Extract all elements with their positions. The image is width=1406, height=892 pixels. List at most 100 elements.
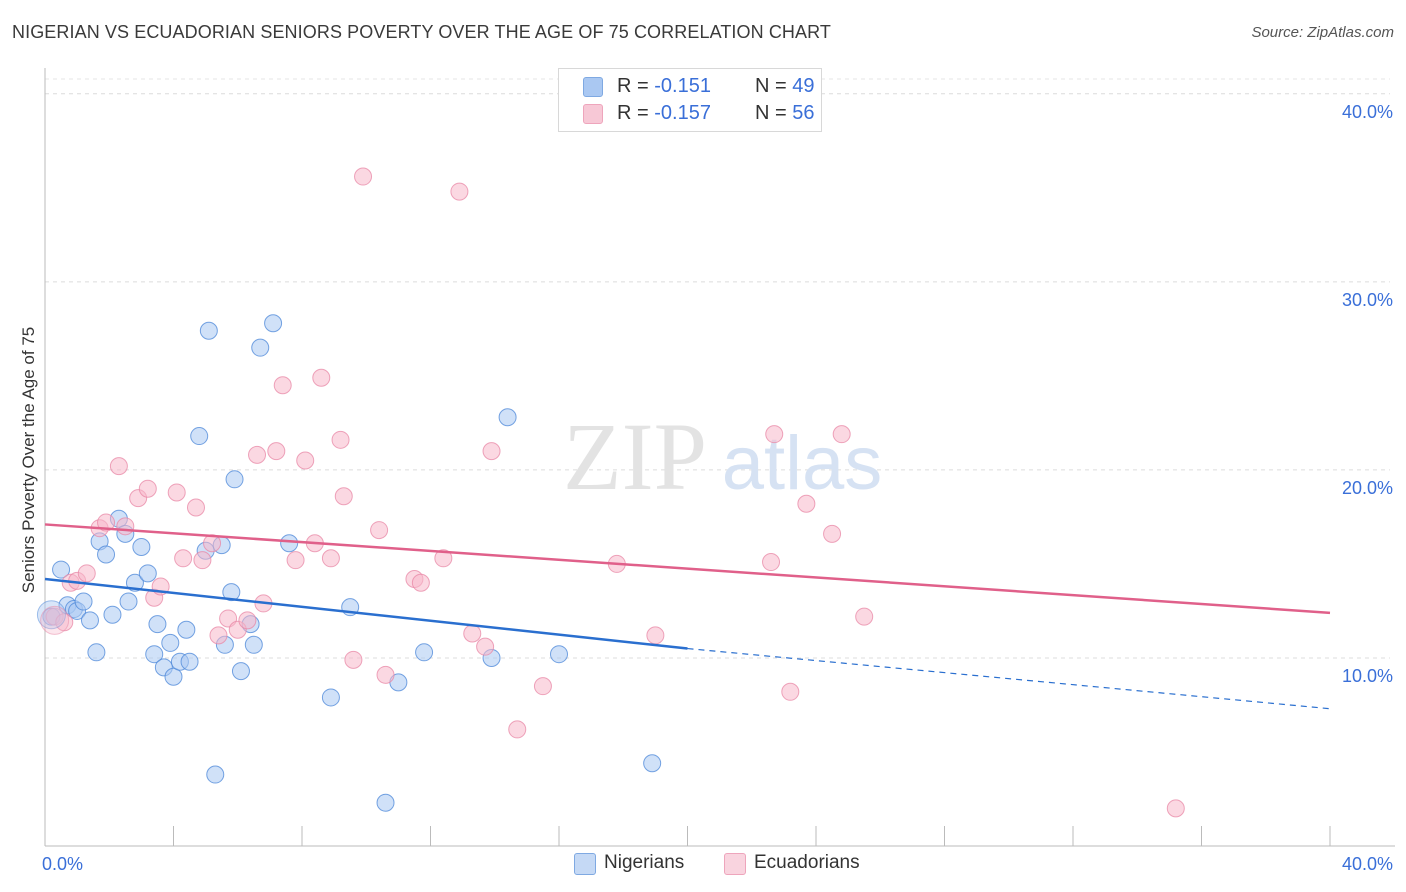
source-label: Source: ZipAtlas.com [1251,24,1394,41]
ecuadorians-point-39 [434,549,453,568]
ecuadorians-point-15 [186,498,205,517]
nigerians-point-25 [190,427,209,446]
watermark-atlas: atlas [722,421,883,506]
nigerians-point-24 [180,652,199,671]
legend-r-ecuadorians: R = -0.157 [617,102,711,124]
x-tick-label-0: 0.0% [42,854,83,874]
ecuadorians-trend-line [44,523,1331,615]
ecuadorians-point-41 [463,624,482,643]
bottom-nigerians-swatch [574,853,596,875]
nigerians-point-43 [415,643,434,662]
ecuadorians-point-8 [116,517,135,536]
ecuadorians-point-48 [762,553,781,572]
nigerians-point-32 [225,470,244,489]
ecuadorians-point-22 [248,445,267,464]
correlation-legend: R = -0.151 N = 49 R = -0.157 N = 56 [558,68,822,132]
nigerians-point-16 [138,564,157,583]
nigerians-point-41 [376,793,395,812]
y-tick-label-1: 20.0% [1342,478,1393,498]
ecuadorians-point-24 [267,442,286,461]
nigerians-point-14 [125,573,144,592]
ecuadorians-point-35 [370,521,389,540]
nigerians-point-46 [550,645,568,664]
ecuadorians-point-40 [450,182,469,201]
nigerians-point-37 [264,314,283,333]
nigerians-point-6 [80,611,99,630]
ecuadorians-point-13 [167,483,186,502]
ecuadorians-point-7 [109,457,128,476]
ecuadorians-point-34 [354,167,373,186]
ecuadorians-cluster-point [40,605,70,635]
y-axis-label: Seniors Poverty Over the Age of 75 [19,327,38,593]
bottom-ecuadorians-swatch [724,853,746,875]
ecuadorians-point-43 [482,442,501,461]
nigerians-point-23 [177,620,196,639]
ecuadorians-point-54 [855,607,874,626]
ecuadorians-point-47 [646,626,665,645]
nigerians-trend-line [44,577,688,650]
ecuadorians-point-38 [411,573,430,592]
legend-r-nigerians: R = -0.151 [617,75,711,97]
bottom-nigerians-label: Nigerians [604,852,685,873]
nigerians-point-21 [164,667,183,686]
nigerians-point-10 [103,605,122,624]
ecuadorians-point-33 [344,650,363,669]
ecuadorians-point-16 [193,551,212,570]
ecuadorians-point-31 [331,430,350,449]
ecuadorians-point-14 [174,549,193,568]
nigerians-point-31 [222,583,241,602]
nigerians-trend-extension [687,647,1331,710]
x-tick-label-1: 40.0% [1342,854,1393,874]
nigerians-point-7 [87,643,106,662]
ecuadorians-point-44 [508,720,527,739]
nigerians-cluster-point [36,600,66,630]
ecuadorians-point-45 [533,677,552,696]
watermark-zip: ZIP [563,403,707,510]
y-tick-label-3: 40.0% [1342,102,1393,122]
ecuadorians-point-29 [312,368,331,387]
ecuadorians-point-18 [209,626,228,645]
nigerians-point-17 [145,645,164,664]
ecuadorians-point-27 [296,451,315,470]
nigerians-point-47 [643,754,662,773]
ecuadorians-point-52 [823,524,842,543]
legend-n-ecuadorians: N = 56 [755,102,815,124]
ecuadorians-point-21 [238,611,257,630]
ecuadorians-point-50 [781,682,800,701]
ecuadorians-point-42 [476,637,495,656]
nigerians-point-15 [132,538,151,557]
y-tick-label-2: 30.0% [1342,290,1393,310]
nigerians-point-39 [321,688,340,707]
ecuadorians-point-25 [273,376,292,395]
nigerians-point-38 [280,534,299,553]
ecuadorians-point-51 [797,494,816,513]
y-tick-label-0: 10.0% [1342,666,1393,686]
nigerians-point-1 [52,560,71,579]
nigerians-point-28 [206,765,225,784]
ecuadorians-point-10 [138,479,157,498]
nigerians-point-27 [199,321,218,340]
ecuadorians-point-36 [376,665,395,684]
ecuadorians-point-53 [832,425,851,444]
ecuadorians-point-32 [334,487,353,506]
chart-title: NIGERIAN VS ECUADORIAN SENIORS POVERTY O… [12,22,832,42]
nigerians-point-35 [244,635,263,654]
nigerians-point-13 [119,592,138,611]
nigerians-point-18 [148,615,167,634]
ecuadorians-point-4 [77,564,96,583]
legend-n-nigerians: N = 49 [755,75,815,97]
ecuadorians-point-49 [765,425,784,444]
nigerians-point-20 [161,633,180,652]
nigerians-point-9 [97,545,116,564]
nigerians-point-36 [251,338,270,357]
ecuadorians-swatch [583,104,603,124]
ecuadorians-point-55 [1166,799,1185,818]
nigerians-point-45 [498,408,517,427]
ecuadorians-point-30 [321,549,340,568]
nigerians-point-33 [231,662,250,681]
bottom-ecuadorians-label: Ecuadorians [754,852,860,873]
nigerians-point-5 [74,592,93,611]
ecuadorians-point-6 [97,513,116,532]
nigerians-swatch [583,77,603,97]
